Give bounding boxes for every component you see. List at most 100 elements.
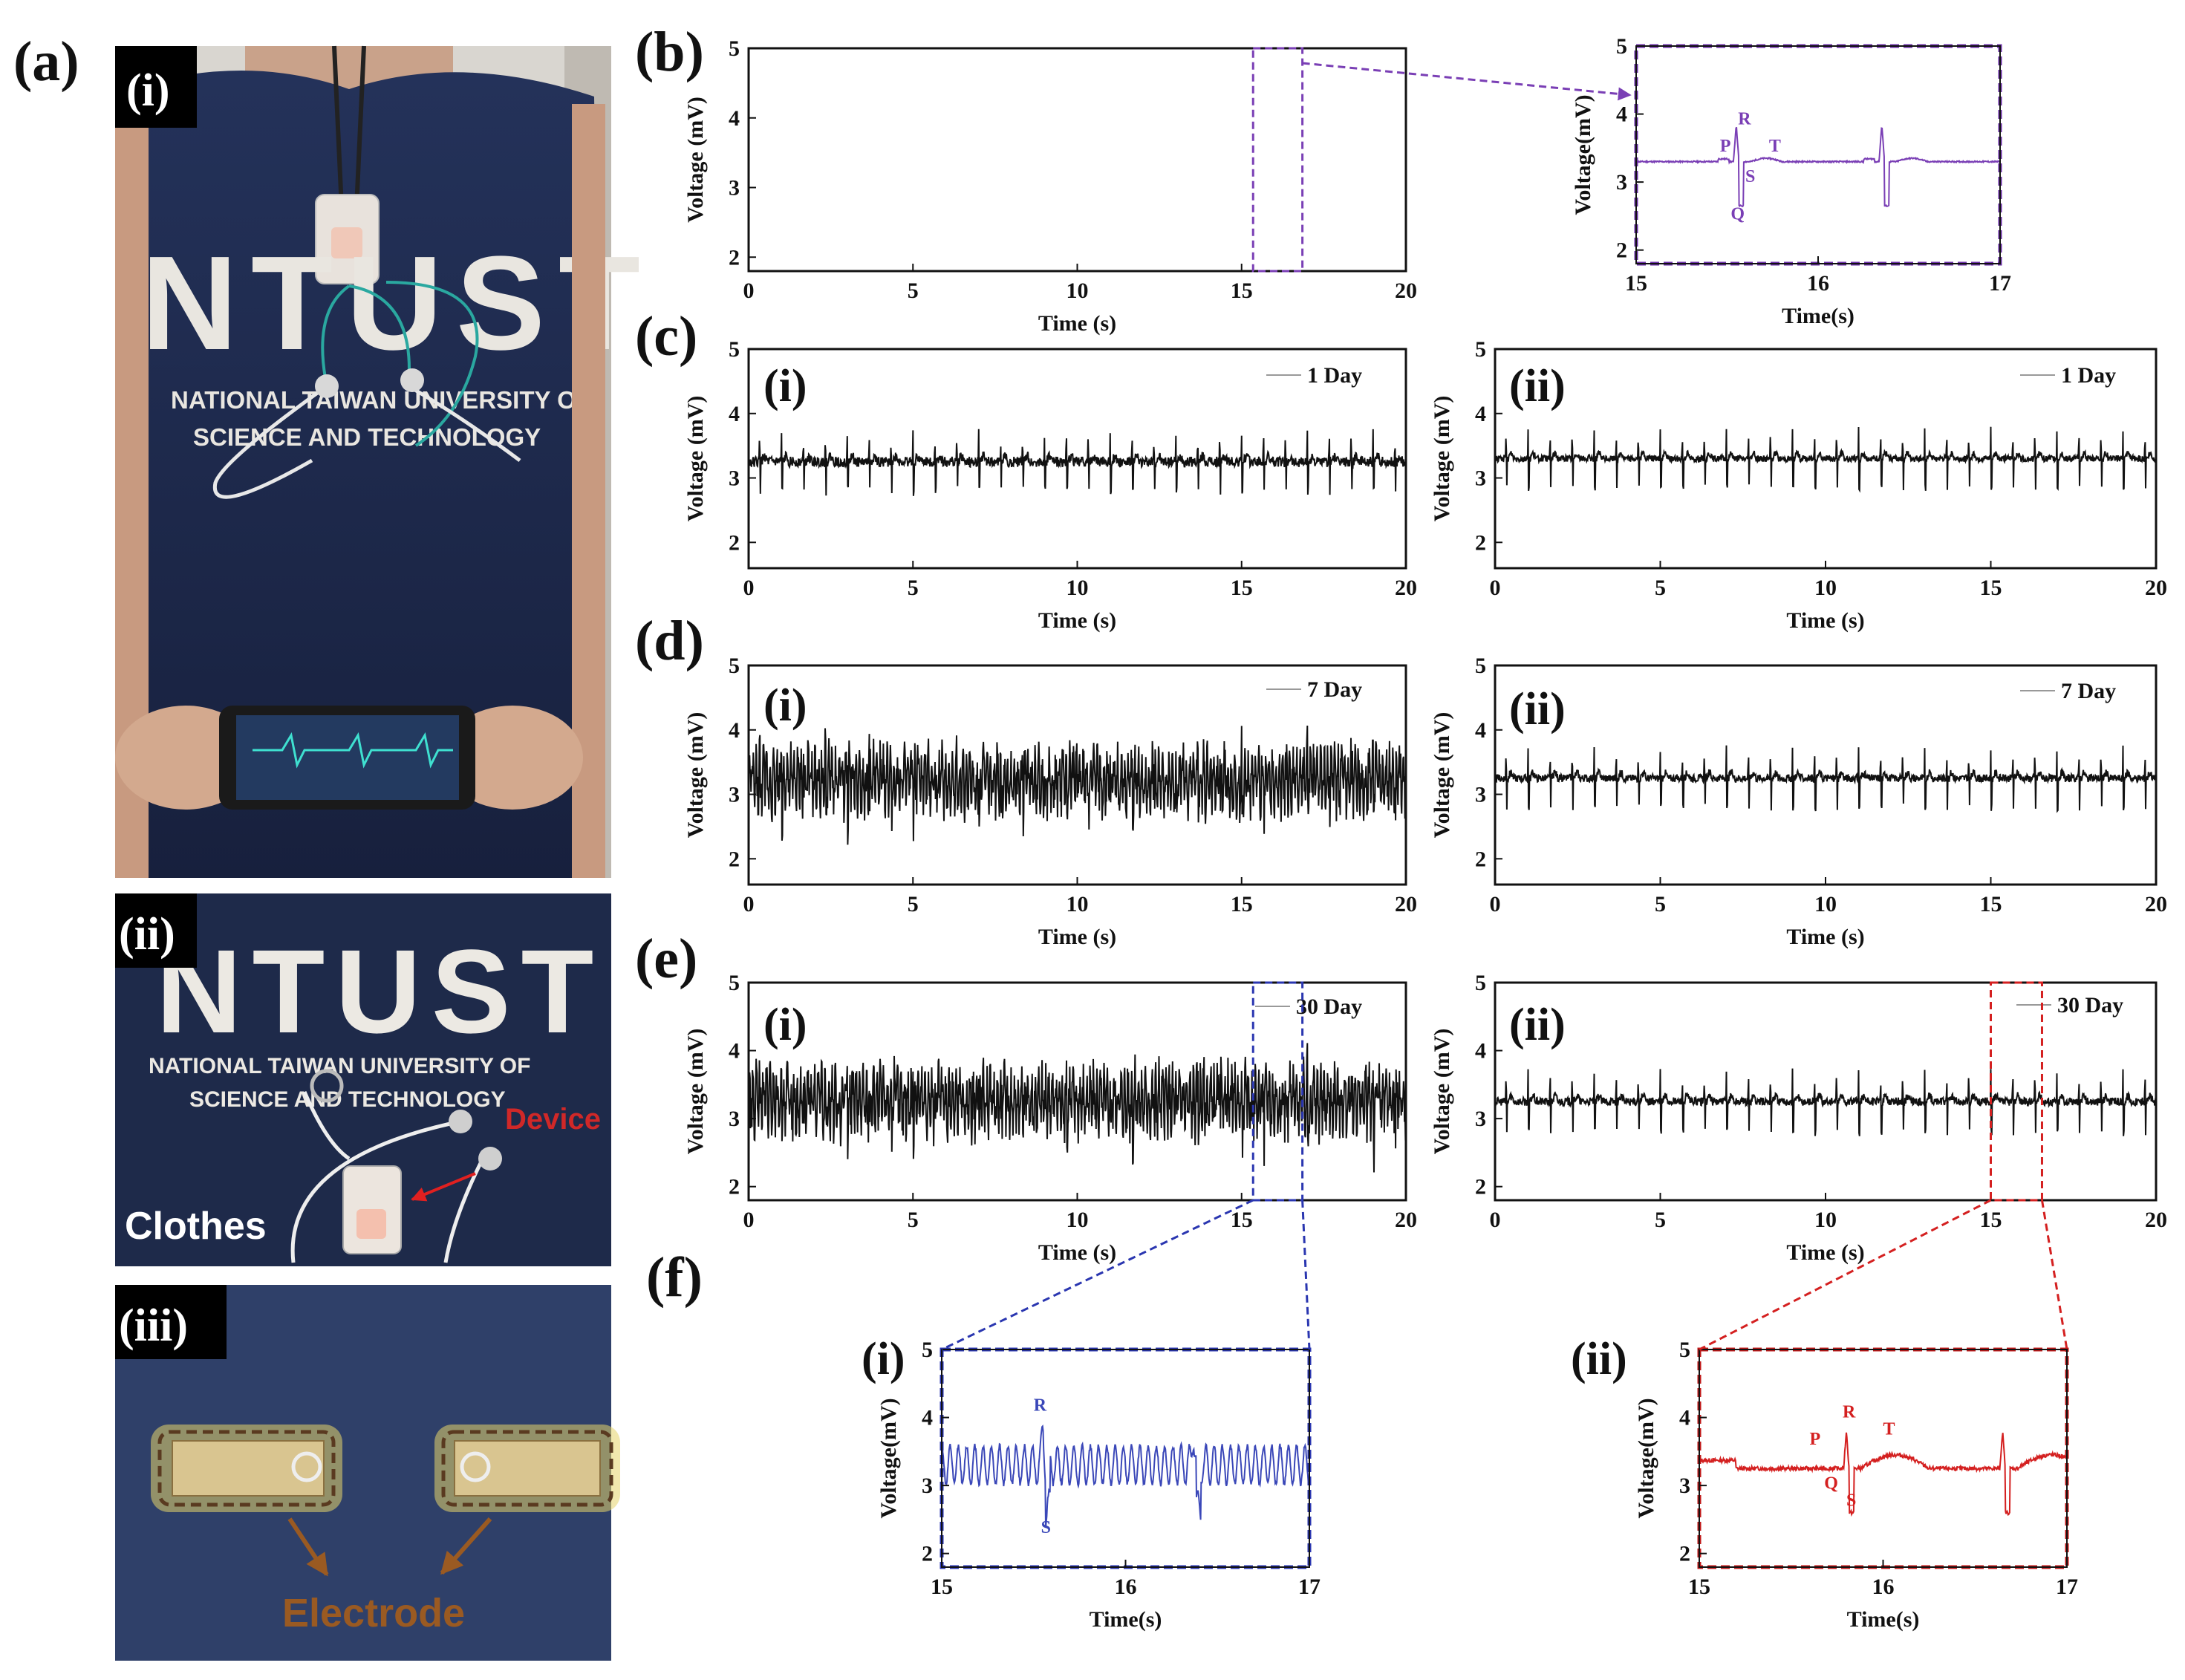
xtick-label: 0 bbox=[743, 1208, 755, 1232]
xtick-label: 10 bbox=[1067, 279, 1089, 303]
xaxis-label: Time(s) bbox=[1847, 1607, 1920, 1632]
ytick-label: 2 bbox=[1475, 847, 1486, 871]
xtick-label: 0 bbox=[743, 279, 755, 303]
legend-label: 7 Day bbox=[2061, 679, 2116, 703]
wave-label-S: S bbox=[1745, 167, 1755, 186]
yaxis-label: Voltage (mV) bbox=[683, 396, 708, 522]
xtick-label: 16 bbox=[1115, 1575, 1137, 1599]
ytick-label: 2 bbox=[729, 530, 740, 555]
ytick-label: 3 bbox=[922, 1474, 933, 1498]
trace-d-ii bbox=[1494, 745, 2157, 813]
ytick-label: 4 bbox=[729, 402, 740, 426]
xtick-label: 17 bbox=[1298, 1575, 1321, 1599]
ytick-label: 4 bbox=[729, 106, 740, 131]
xtick-label: 5 bbox=[1655, 576, 1666, 600]
xaxis-label: Time (s) bbox=[1786, 1240, 1864, 1265]
wave-label-Q: Q bbox=[1730, 204, 1745, 224]
ytick-label: 5 bbox=[1679, 1338, 1690, 1362]
zoom-line-e-i-right bbox=[1301, 1199, 1311, 1350]
tag-ii: (ii) bbox=[119, 909, 175, 960]
ytick-label: 4 bbox=[1475, 1039, 1486, 1064]
xtick-label: 0 bbox=[1490, 1208, 1501, 1232]
wave-label-R: R bbox=[1034, 1396, 1047, 1415]
panel-label-b: (b) bbox=[635, 21, 704, 83]
ytick-label: 3 bbox=[1475, 1107, 1486, 1131]
shirt-text-main: NTUST bbox=[141, 229, 654, 378]
xaxis-label: Time(s) bbox=[1090, 1607, 1162, 1632]
trace-c-i bbox=[748, 429, 1407, 496]
ytick-label: 2 bbox=[1475, 530, 1486, 555]
zoom-box-b bbox=[1251, 47, 1304, 273]
xtick-label: 20 bbox=[1395, 892, 1417, 916]
wave-label-S: S bbox=[1041, 1518, 1051, 1537]
legend-label: 1 Day bbox=[1307, 363, 1362, 388]
ytick-label: 4 bbox=[1475, 402, 1486, 426]
chart-b: 0 5 10 15 20 2 3 4 5 Time (s) Voltage (mV) bbox=[683, 36, 1417, 336]
ytick-label: 2 bbox=[1679, 1542, 1690, 1566]
zoom-box-e-i bbox=[1251, 981, 1304, 1202]
chart-b-inset: 15 16 17 2 3 4 5 Time(s) Voltage(mV) PR ST Q bbox=[1571, 34, 2011, 328]
ytick-label: 3 bbox=[1475, 466, 1486, 491]
xtick-label: 10 bbox=[1067, 1208, 1089, 1232]
trace-d-i bbox=[748, 725, 1407, 845]
ytick-label: 5 bbox=[729, 337, 740, 362]
xtick-label: 5 bbox=[908, 1208, 919, 1232]
trace-b-inset bbox=[1635, 126, 2001, 208]
sub-label: (ii) bbox=[1509, 1000, 1566, 1050]
trace-f-i bbox=[941, 1425, 1310, 1528]
zoom-connectors bbox=[941, 47, 2068, 1351]
electrode-label: Electrode bbox=[282, 1591, 465, 1635]
ytick-label: 5 bbox=[1616, 34, 1627, 59]
xtick-label: 10 bbox=[1814, 892, 1837, 916]
yaxis-label: Voltage(mV) bbox=[876, 1398, 901, 1518]
shirt-text-main-ii: NTUST bbox=[156, 925, 604, 1058]
xaxis-label: Time(s) bbox=[1782, 304, 1855, 328]
shirt-text-sub2-ii: SCIENCE AND TECHNOLOGY bbox=[189, 1087, 506, 1112]
wave-label-R: R bbox=[1738, 109, 1751, 128]
sub-label: (i) bbox=[862, 1334, 905, 1384]
zoom-arrow-b bbox=[1302, 62, 1632, 101]
xtick-label: 10 bbox=[1814, 576, 1837, 600]
trace-e-i bbox=[748, 1043, 1407, 1173]
xtick-label: 0 bbox=[1490, 892, 1501, 916]
ytick-label: 4 bbox=[922, 1406, 933, 1430]
yaxis-label: Voltage(mV) bbox=[1571, 94, 1595, 215]
ytick-label: 5 bbox=[922, 1338, 933, 1362]
xtick-label: 15 bbox=[1980, 576, 2002, 600]
zoom-line-e-ii-left bbox=[1699, 1199, 1992, 1351]
sub-label: (ii) bbox=[1509, 361, 1566, 411]
wave-label-Q: Q bbox=[1824, 1474, 1838, 1494]
xtick-label: 15 bbox=[1231, 892, 1253, 916]
trace-e-ii bbox=[1494, 1068, 2157, 1136]
legend-label: 7 Day bbox=[1307, 677, 1362, 702]
photo-i: NTUST NATIONAL TAIWAN UNIVERSITY OF SCIE… bbox=[115, 45, 654, 878]
ytick-label: 5 bbox=[729, 654, 740, 678]
xtick-label: 20 bbox=[2145, 576, 2167, 600]
xtick-label: 20 bbox=[1395, 1208, 1417, 1232]
chart-c-ii: 0 5 10 15 20 2 3 4 5 Time (s) Voltage (mV) (ii) 1 Da… bbox=[1430, 337, 2167, 633]
electrode-2 bbox=[454, 1440, 601, 1497]
xtick-label: 17 bbox=[2056, 1575, 2078, 1599]
xtick-label: 15 bbox=[1231, 576, 1253, 600]
xtick-label: 0 bbox=[743, 892, 755, 916]
xtick-label: 10 bbox=[1067, 576, 1089, 600]
legend-label: 1 Day bbox=[2061, 363, 2116, 388]
shirt bbox=[119, 71, 605, 878]
sub-label: (i) bbox=[763, 1000, 807, 1050]
ytick-label: 3 bbox=[1679, 1474, 1690, 1498]
xtick-label: 15 bbox=[1980, 1208, 2002, 1232]
shirt-text-sub1: NATIONAL TAIWAN UNIVERSITY OF bbox=[171, 386, 591, 414]
sub-label: (i) bbox=[763, 361, 807, 411]
xaxis-label: Time (s) bbox=[1786, 925, 1864, 949]
ytick-label: 5 bbox=[729, 971, 740, 995]
xaxis-label: Time (s) bbox=[1038, 311, 1116, 336]
panel-label-c: (c) bbox=[635, 305, 697, 368]
chart-f-ii: 15 16 17 2 3 4 5 Time(s) Voltage(mV) (ii) P R T QS bbox=[1571, 1334, 2078, 1632]
xtick-label: 0 bbox=[743, 576, 755, 600]
ytick-label: 3 bbox=[729, 176, 740, 201]
shirt-text-sub1-ii: NATIONAL TAIWAN UNIVERSITY OF bbox=[149, 1054, 530, 1078]
yaxis-label: Voltage (mV) bbox=[1430, 1029, 1454, 1155]
chart-d-i: 0 5 10 15 20 2 3 4 5 Time (s) Voltage (mV) (i) 7 Day bbox=[683, 654, 1417, 949]
ytick-label: 3 bbox=[1616, 170, 1627, 195]
legend-label: 30 Day bbox=[1296, 994, 1362, 1019]
